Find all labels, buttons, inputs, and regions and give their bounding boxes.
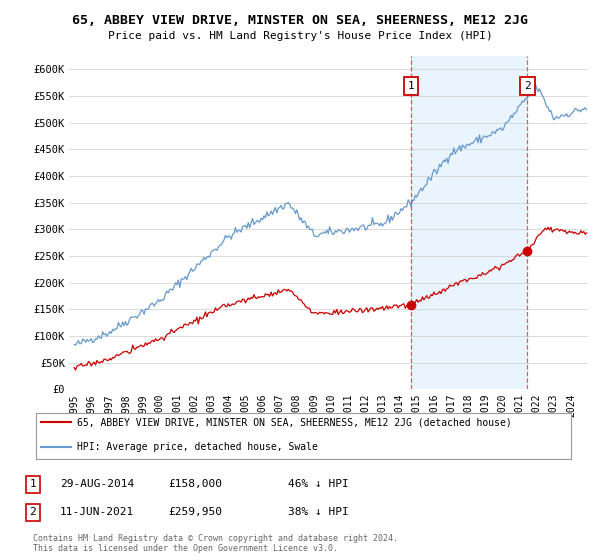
Text: £158,000: £158,000 — [168, 479, 222, 489]
Text: 11-JUN-2021: 11-JUN-2021 — [60, 507, 134, 517]
Text: 65, ABBEY VIEW DRIVE, MINSTER ON SEA, SHEERNESS, ME12 2JG: 65, ABBEY VIEW DRIVE, MINSTER ON SEA, SH… — [72, 14, 528, 27]
Text: £259,950: £259,950 — [168, 507, 222, 517]
Bar — [411, 56, 527, 389]
FancyBboxPatch shape — [35, 413, 571, 459]
Text: HPI: Average price, detached house, Swale: HPI: Average price, detached house, Swal… — [77, 442, 318, 452]
Text: 46% ↓ HPI: 46% ↓ HPI — [288, 479, 349, 489]
Text: 38% ↓ HPI: 38% ↓ HPI — [288, 507, 349, 517]
Text: 2: 2 — [29, 507, 37, 517]
Text: Contains HM Land Registry data © Crown copyright and database right 2024.
This d: Contains HM Land Registry data © Crown c… — [33, 534, 398, 553]
Text: 29-AUG-2014: 29-AUG-2014 — [60, 479, 134, 489]
Text: 1: 1 — [407, 81, 415, 91]
Text: Price paid vs. HM Land Registry's House Price Index (HPI): Price paid vs. HM Land Registry's House … — [107, 31, 493, 41]
Text: 1: 1 — [29, 479, 37, 489]
Text: 2: 2 — [524, 81, 531, 91]
Text: 65, ABBEY VIEW DRIVE, MINSTER ON SEA, SHEERNESS, ME12 2JG (detached house): 65, ABBEY VIEW DRIVE, MINSTER ON SEA, SH… — [77, 417, 512, 427]
